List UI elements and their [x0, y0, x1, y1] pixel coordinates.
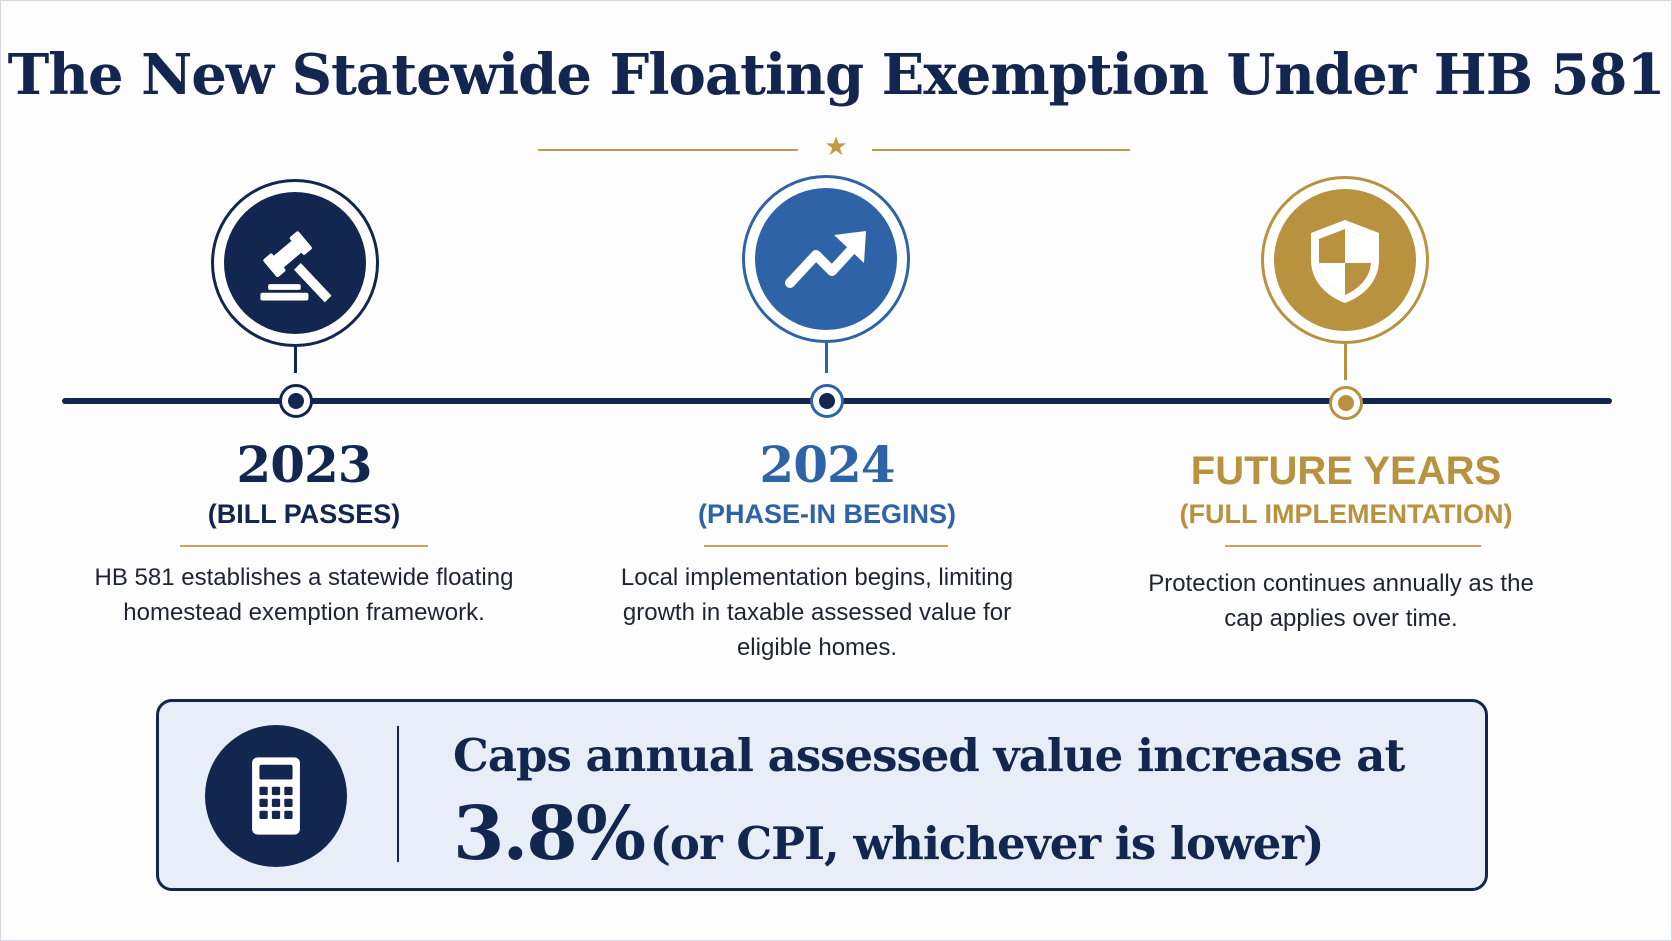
timeline-node	[1329, 386, 1363, 420]
milestone-description: Local implementation begins, limiting gr…	[620, 564, 1014, 661]
milestone-year: FUTURE YEARS	[1190, 449, 1502, 493]
trending-up-arrow-icon	[755, 188, 897, 330]
milestone-stem	[294, 347, 297, 373]
milestone-description: HB 581 establishes a statewide floating …	[94, 564, 514, 626]
callout-heading: Caps annual assessed value increase at	[453, 729, 1405, 782]
milestone-divider	[1225, 545, 1481, 547]
timeline-node	[810, 384, 844, 418]
milestone-year: 2023	[236, 435, 372, 494]
callout-separator	[397, 726, 399, 862]
gavel-icon	[224, 192, 366, 334]
milestone-year: 2024	[759, 435, 895, 494]
milestone-icon-ring	[211, 179, 379, 347]
milestone-divider	[180, 545, 428, 547]
calculator-icon	[205, 725, 347, 867]
callout-cap-line: 3.8% (or CPI, whichever is lower)	[453, 791, 1325, 896]
milestone-divider	[704, 545, 948, 547]
milestone-stem	[1344, 344, 1347, 380]
cap-percentage: 3.8%	[453, 791, 646, 877]
cap-callout-box: Caps annual assessed value increase at 3…	[156, 699, 1488, 891]
title-ornament-line-right	[872, 149, 1130, 151]
milestone-subtitle: (FULL IMPLEMENTATION)	[1179, 499, 1513, 529]
milestone-subtitle: (BILL PASSES)	[207, 499, 401, 529]
milestone-stem	[825, 343, 828, 373]
timeline-node	[279, 384, 313, 418]
milestone-description: Protection continues annually as the cap…	[1148, 570, 1534, 632]
star-icon: ★	[824, 132, 848, 162]
page-title: The New Statewide Floating Exemption Und…	[7, 42, 1666, 108]
title-ornament-line-left	[538, 149, 798, 151]
milestone-icon-ring	[1261, 176, 1429, 344]
milestone-icon-ring	[742, 175, 910, 343]
shield-icon	[1274, 189, 1416, 331]
cap-note: (or CPI, whichever is lower)	[649, 817, 1325, 870]
milestone-subtitle: (PHASE-IN BEGINS)	[697, 499, 957, 529]
